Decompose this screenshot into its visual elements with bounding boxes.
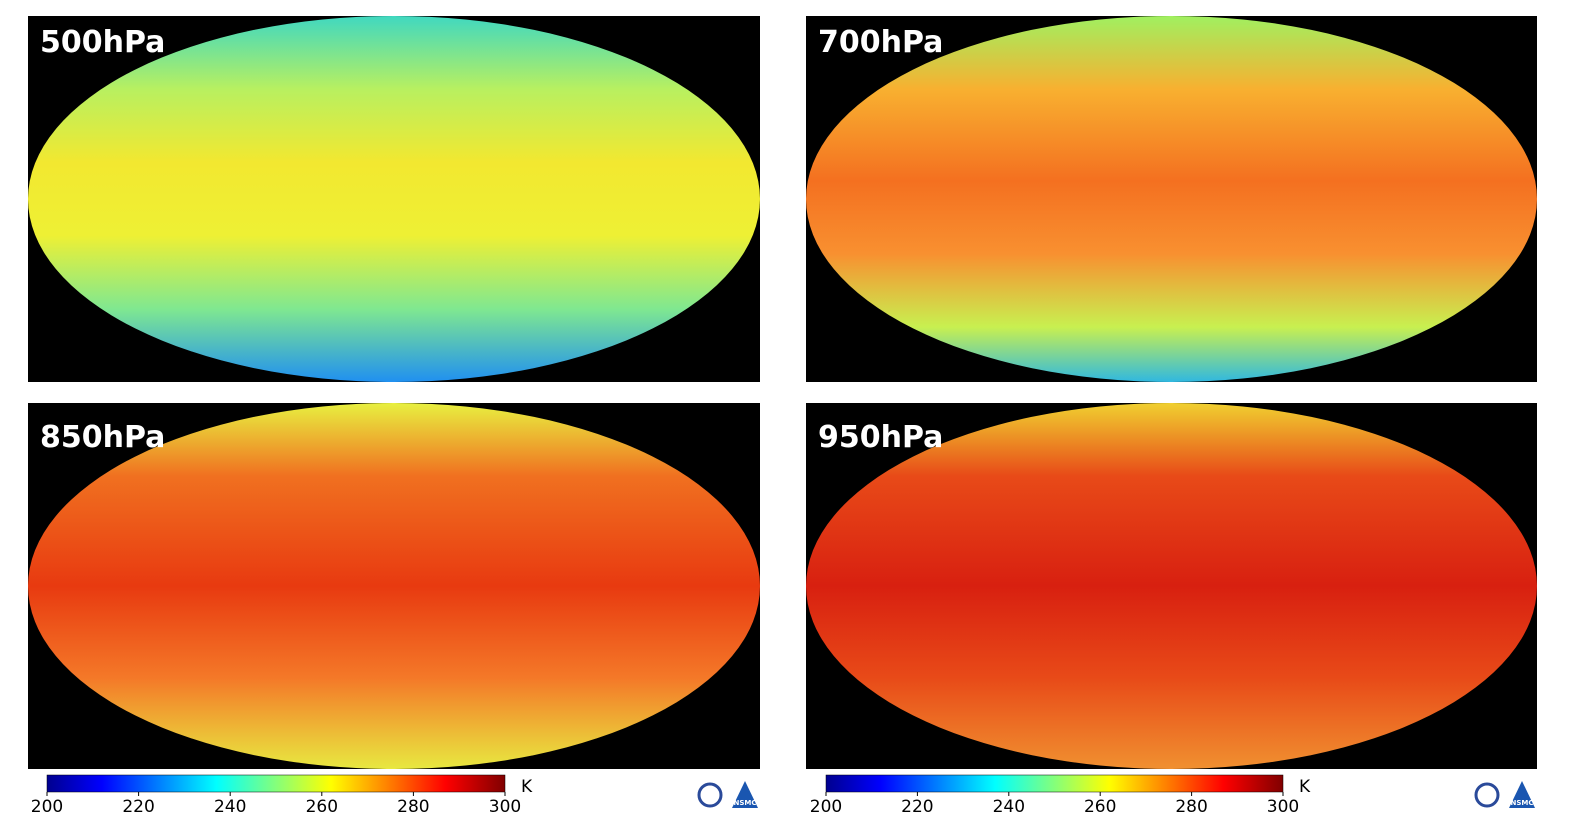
colorbar-tick-label: 200 xyxy=(810,797,842,817)
colorbar xyxy=(825,774,1284,793)
colorbar-tick-label: 200 xyxy=(31,797,63,817)
logo-text: NSMC xyxy=(1510,799,1533,807)
colorbar-tick-label: 280 xyxy=(1175,797,1207,817)
map-panel: 500hPa xyxy=(28,16,760,382)
logo: NSMC xyxy=(697,781,758,808)
panel-label: 700hPa xyxy=(818,25,943,60)
colorbar xyxy=(46,774,506,793)
map-panel: 850hPa xyxy=(28,403,760,769)
colorbar-tick-label: 220 xyxy=(901,797,933,817)
panel-label: 850hPa xyxy=(40,420,165,455)
colorbar-tick-label: 240 xyxy=(214,797,246,817)
map-panel: 700hPa xyxy=(806,16,1537,382)
colorbar-tick-label: 300 xyxy=(1267,797,1299,817)
colorbar-tick-label: 300 xyxy=(489,797,521,817)
colorbar-tick-label: 280 xyxy=(397,797,429,817)
colorbar-tick-label: 260 xyxy=(1084,797,1116,817)
logo: NSMC xyxy=(1474,781,1535,808)
colorbar-tick-label: 260 xyxy=(306,797,338,817)
colorbar-unit: K xyxy=(1299,777,1311,797)
logo-text: NSMC xyxy=(733,799,756,807)
colorbar-unit: K xyxy=(521,777,533,797)
colorbar-tick-label: 240 xyxy=(993,797,1025,817)
colorbar-tick-label: 220 xyxy=(122,797,154,817)
panel-label: 500hPa xyxy=(40,25,165,60)
panel-label: 950hPa xyxy=(818,420,943,455)
map-panel: 950hPa xyxy=(806,403,1537,769)
